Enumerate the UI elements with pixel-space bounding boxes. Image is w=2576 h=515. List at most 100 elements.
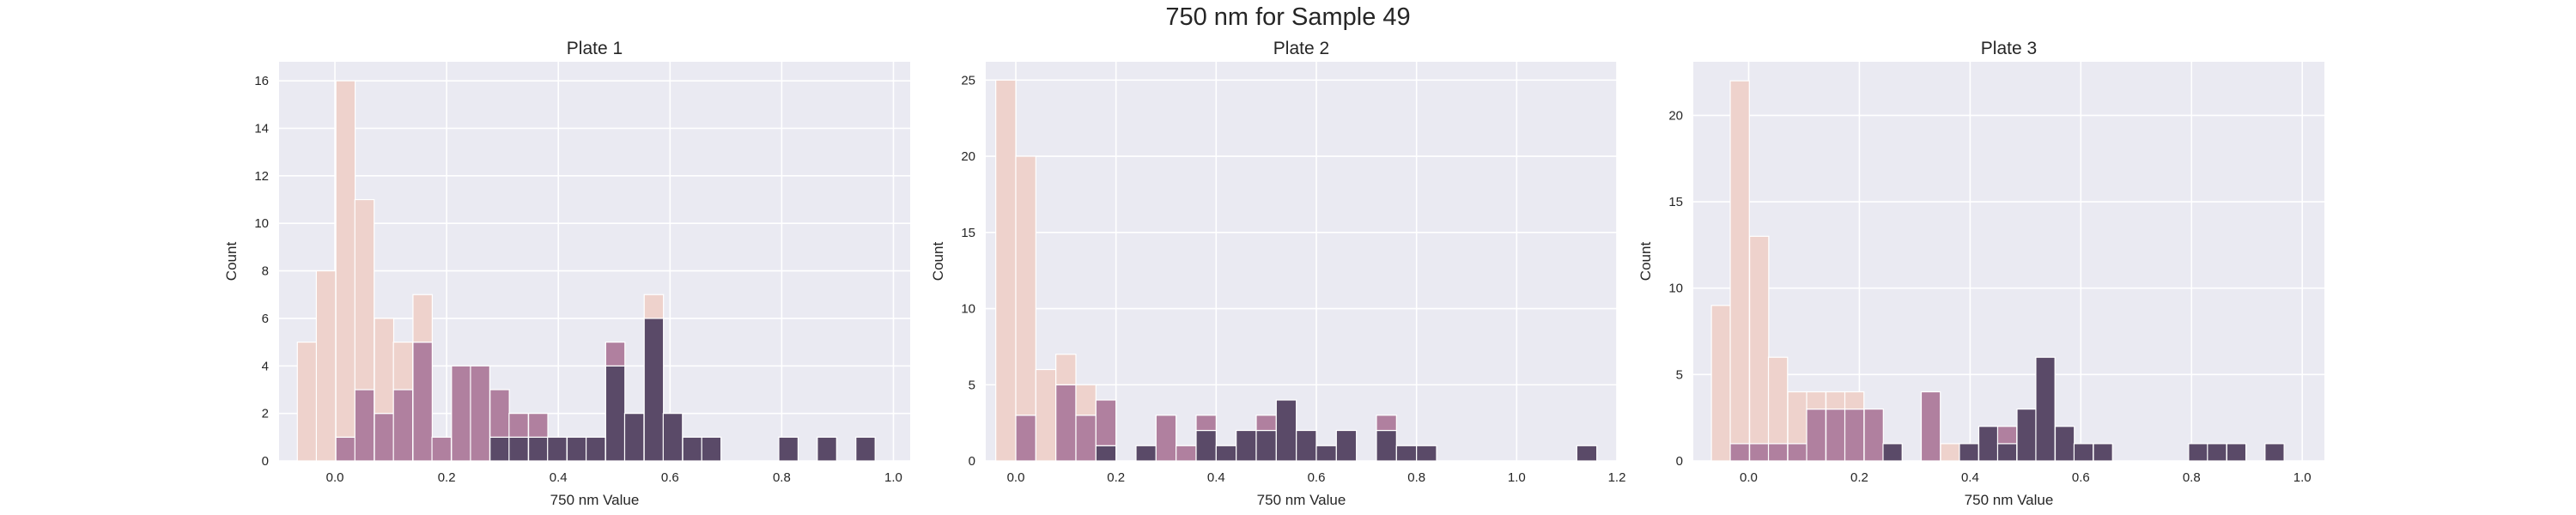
x-tick-label: 0.4: [1961, 470, 1979, 485]
histogram-bar-dark: [508, 436, 529, 462]
y-tick-label: 16: [254, 74, 269, 88]
x-tick-label: 1.0: [1508, 470, 1526, 485]
y-tick-label: 2: [262, 407, 269, 421]
histogram-bar-dark: [1315, 445, 1337, 462]
y-tick-label: 8: [262, 264, 269, 279]
histogram-bar-dark: [2016, 409, 2037, 462]
histogram-bar-mid: [527, 413, 549, 438]
y-axis-label: Count: [930, 242, 946, 282]
y-tick-label: 10: [254, 216, 269, 231]
y-tick-label: 14: [254, 122, 269, 136]
x-tick-label: 1.2: [1608, 470, 1626, 485]
histogram-bar-mid: [1863, 409, 1884, 462]
histogram-bar-light: [1940, 443, 1960, 462]
histogram-bar-dark: [1296, 429, 1317, 462]
y-tick-label: 0: [262, 454, 269, 469]
histogram-bar-dark: [1978, 426, 1999, 462]
histogram-bar-light: [412, 294, 433, 343]
x-tick-label: 0.2: [1107, 470, 1125, 485]
histogram-bar-dark: [643, 318, 665, 462]
histogram-bar-light: [354, 198, 375, 391]
y-tick-label: 10: [961, 302, 975, 317]
histogram-bar-light: [1015, 155, 1036, 416]
histogram-bar-mid: [470, 365, 490, 462]
histogram-bar-mid: [508, 413, 529, 438]
histogram-bar-light: [335, 80, 356, 438]
x-tick-label: 1.0: [884, 470, 902, 485]
y-tick-label: 15: [961, 226, 975, 240]
y-tick-label: 0: [969, 454, 975, 469]
x-tick-label: 0.2: [438, 470, 456, 485]
histogram-bar-light: [1787, 391, 1807, 445]
x-tick-label: 0.4: [1207, 470, 1225, 485]
histogram-bar-mid: [335, 436, 356, 462]
x-axis-label: 750 nm Value: [550, 492, 640, 508]
histogram-bar-mid: [412, 342, 433, 462]
x-axis-label: 750 nm Value: [1965, 492, 2054, 508]
histogram-bar-light: [1055, 354, 1077, 385]
histogram-bar-dark: [662, 413, 683, 462]
x-tick-label: 0.2: [1850, 470, 1868, 485]
y-tick-label: 4: [262, 359, 269, 373]
x-axis-label: 750 nm Value: [1257, 492, 1346, 508]
panel-2: 0.0 0.2 0.4 0.6 0.8 1.0 1.2 0 5 10 15 20 25 Plate 2 75…: [930, 39, 1625, 508]
panel-title: Plate 1: [567, 39, 623, 58]
panel-1: 0.0 0.2 0.4 0.6 0.8 1.0 0 2 4 6 8 10 12 14 16 Plate 1 75…: [223, 39, 910, 508]
histogram-bar-light: [995, 79, 1017, 462]
histogram-bar-dark: [547, 436, 568, 462]
histogram-bar-dark: [1135, 445, 1157, 462]
histogram-bar-light: [392, 342, 414, 391]
histogram-bar-dark: [1576, 445, 1598, 462]
histogram-bar-mid: [1749, 443, 1770, 462]
histogram-bar-dark: [701, 436, 722, 462]
histogram-bar-dark: [585, 436, 606, 462]
histogram-bar-mid: [1844, 409, 1865, 462]
histogram-bar-dark: [2035, 356, 2056, 462]
histogram-bar-dark: [855, 436, 876, 462]
histogram-bar-mid: [392, 389, 414, 462]
histogram-bar-dark: [566, 436, 587, 462]
histogram-bar-dark: [1416, 445, 1437, 462]
histogram-bar-mid: [1015, 415, 1036, 462]
histogram-bar-dark: [2264, 443, 2285, 462]
histogram-bar-dark: [2054, 426, 2075, 462]
histogram-bar-dark: [489, 436, 510, 462]
histogram-bar-mid: [1155, 415, 1177, 462]
histogram-bar-dark: [1882, 443, 1903, 462]
histogram-bar-mid: [1055, 384, 1077, 462]
figure-title: 750 nm for Sample 49: [1165, 3, 1411, 31]
histogram-bar-dark: [1395, 445, 1418, 462]
x-tick-label: 0.8: [1407, 470, 1425, 485]
histogram-bar-light: [1729, 80, 1750, 445]
histogram-bar-mid: [451, 365, 471, 462]
histogram-bar-dark: [2188, 443, 2208, 462]
histogram-bar-light: [315, 270, 337, 462]
y-tick-label: 12: [254, 169, 269, 184]
y-tick-label: 25: [961, 73, 975, 88]
histogram-bar-mid: [1825, 409, 1846, 462]
histogram-bar-light: [643, 294, 665, 319]
histogram-bar-dark: [1376, 429, 1397, 462]
histogram-bar-dark: [605, 365, 626, 462]
histogram-bar-dark: [2226, 443, 2247, 462]
histogram-bar-light: [1844, 391, 1865, 410]
histogram-bar-light: [1035, 368, 1057, 462]
x-tick-label: 1.0: [2293, 470, 2312, 485]
histogram-bar-dark: [2093, 443, 2113, 462]
histogram-bar-mid: [374, 413, 395, 462]
histogram-bar-light: [1806, 391, 1826, 410]
histogram-bar-mid: [1806, 409, 1826, 462]
histogram-bar-light: [1710, 305, 1731, 462]
x-tick-label: 0.6: [1308, 470, 1326, 485]
histogram-bar-mid: [431, 436, 453, 462]
y-tick-label: 15: [1668, 195, 1683, 209]
y-tick-label: 5: [1676, 367, 1683, 382]
histogram-bar-dark: [1215, 445, 1237, 462]
y-tick-label: 10: [1668, 282, 1683, 296]
panel-3: 0.0 0.2 0.4 0.6 0.8 1.0 0 5 10 15 20 Plate 3 750 nm …: [1637, 39, 2324, 508]
x-tick-label: 0.6: [661, 470, 679, 485]
histogram-bar-dark: [682, 436, 703, 462]
histogram-bar-mid: [1787, 443, 1807, 462]
